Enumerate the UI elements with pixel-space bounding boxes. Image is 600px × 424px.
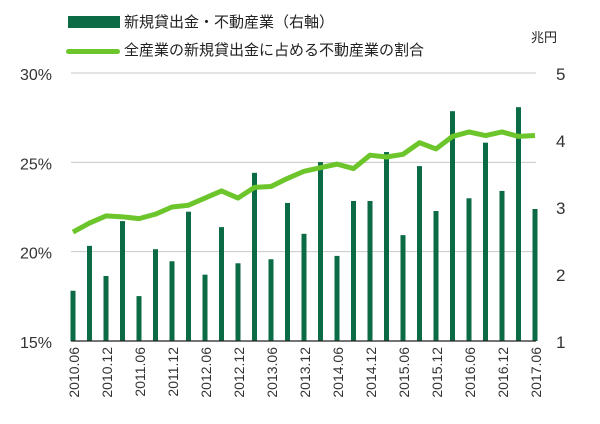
bar [367, 200, 373, 341]
bar [252, 172, 257, 341]
bar [384, 152, 389, 341]
x-tick-label: 2013.12 [297, 347, 313, 398]
bar [103, 276, 109, 341]
x-tick-label: 2016.12 [495, 347, 511, 398]
bar [235, 263, 241, 341]
x-tick-label: 2012.12 [231, 347, 247, 398]
bar [285, 202, 290, 341]
right-tick-label: 1 [556, 333, 565, 352]
bar [433, 211, 439, 341]
x-tick-label: 2014.12 [363, 347, 379, 398]
x-tick-label: 2017.06 [528, 347, 544, 398]
bar [219, 227, 224, 341]
bar [417, 166, 422, 341]
bar [268, 259, 274, 341]
legend-label-line: 全産業の新規貸出金に占める不動産業の割合 [124, 41, 425, 59]
left-tick-label: 25% [20, 156, 52, 173]
line-series [71, 129, 536, 235]
x-tick-label: 2011.12 [165, 347, 181, 397]
bar [202, 274, 208, 341]
right-tick-label: 2 [556, 266, 565, 285]
bar [499, 190, 505, 341]
legend-label-bar: 新規貸出金・不動産業（右軸） [124, 13, 335, 31]
bar [186, 211, 191, 341]
x-tick-label: 2012.06 [198, 347, 214, 398]
bar [136, 296, 142, 341]
right-tick-label: 5 [556, 65, 565, 84]
bar [483, 142, 488, 341]
x-tick-label: 2010.12 [99, 347, 115, 398]
bar [466, 198, 472, 341]
left-tick-label: 30% [20, 67, 52, 84]
bar [87, 245, 92, 341]
bar [70, 290, 76, 341]
x-tick-label: 2015.12 [429, 347, 445, 398]
bar [351, 200, 356, 341]
bar [400, 235, 406, 341]
bar [169, 261, 175, 341]
legend-swatch-line [66, 49, 120, 54]
x-tick-label: 2011.06 [132, 347, 148, 397]
right-tick-label: 4 [556, 132, 565, 151]
x-tick-label: 2010.06 [66, 347, 82, 398]
bar [153, 249, 158, 341]
bar [450, 111, 455, 341]
bar [516, 107, 521, 341]
bar [318, 162, 323, 341]
legend-swatch-bar [68, 16, 120, 28]
bar [301, 233, 307, 341]
x-tick-label: 2015.06 [396, 347, 412, 398]
left-tick-label: 15% [20, 335, 52, 352]
x-tick-label: 2014.06 [330, 347, 346, 398]
x-tick-label: 2013.06 [264, 347, 280, 398]
bar [532, 209, 538, 341]
right-tick-label: 3 [556, 199, 565, 218]
left-tick-label: 20% [20, 246, 52, 263]
right-axis-unit: 兆円 [531, 31, 558, 46]
x-tick-label: 2016.06 [462, 347, 478, 398]
bar [120, 221, 125, 341]
bar [334, 255, 340, 341]
